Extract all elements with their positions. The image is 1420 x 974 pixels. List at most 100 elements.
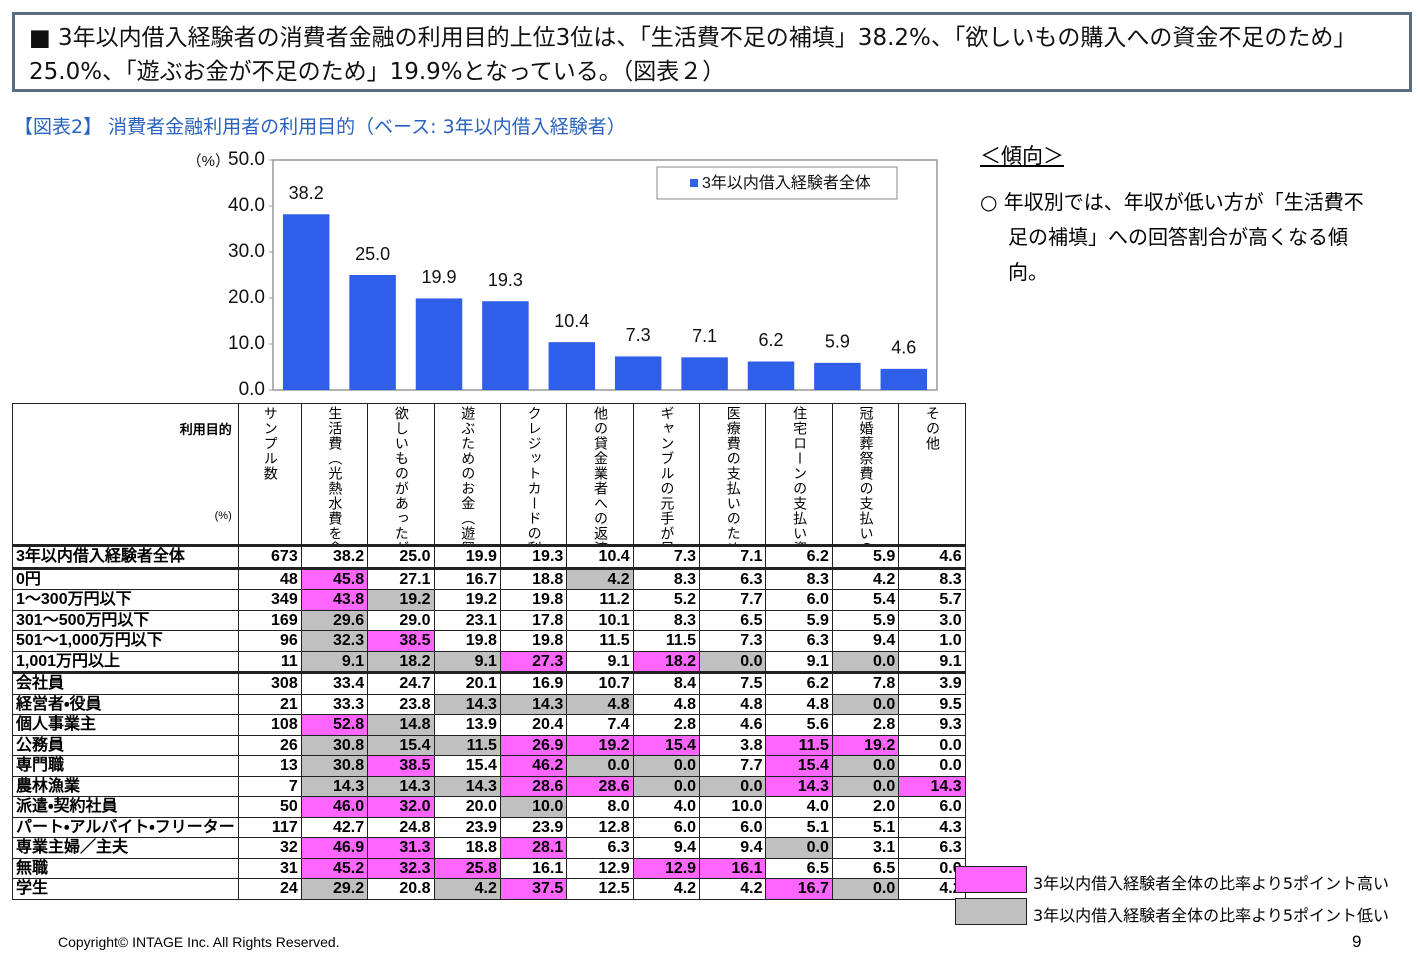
row-label: 経営者・役員 — [12, 693, 239, 715]
value-cell: 16.1 — [699, 857, 767, 879]
sample-size: 11 — [237, 650, 302, 673]
table-row: 農林漁業 7 14.3 14.3 14.3 28.6 28.6 0.0 0.0 14.3 0.0 14… — [12, 775, 966, 797]
sample-size: 50 — [237, 796, 302, 818]
value-cell: 19.8 — [499, 589, 568, 611]
value-cell: 37.5 — [499, 878, 568, 900]
row-label: 3年以内借入経験者全体 — [12, 544, 239, 569]
value-cell: 0.0 — [765, 837, 833, 859]
value-cell: 12.9 — [566, 857, 634, 879]
value-cell: 33.3 — [300, 693, 369, 715]
value-cell: 5.1 — [765, 816, 833, 838]
column-header-cell: 医療費の支払いのため — [699, 403, 767, 546]
legend-label: 3年以内借入経験者全体 — [702, 174, 871, 192]
value-cell: 32.3 — [367, 857, 435, 879]
value-cell: 46.2 — [499, 755, 568, 777]
bar — [747, 361, 795, 390]
table-row: パート・アルバイト・フリーター 117 42.7 24.8 23.9 23.9 12.8 6.… — [12, 816, 966, 838]
column-header: ギャンブルの元手が足りなかったため — [658, 406, 675, 546]
column-header-cell: 生活費（光熱水費を含む）不足を補うため — [300, 403, 369, 546]
value-label: 7.3 — [626, 325, 651, 345]
value-cell: 7.3 — [699, 630, 767, 652]
header-box: ■ 3年以内借入経験者の消費者金融の利用目的上位3位は、「生活費不足の補填」38… — [12, 12, 1412, 92]
value-cell: 14.3 — [433, 775, 501, 797]
value-cell: 6.3 — [898, 837, 966, 859]
table-row: 派遣・契約社員 50 46.0 32.0 20.0 10.0 8.0 4.0 10.0 4.0 2.… — [12, 796, 966, 818]
value-label: 6.2 — [758, 330, 783, 350]
column-header: 遊ぶためのお金（遊興費等）が足りなかったため — [458, 406, 476, 545]
value-cell: 14.3 — [765, 775, 833, 797]
value-cell: 42.7 — [300, 816, 369, 838]
y-tick-label: 50.0 — [228, 149, 265, 170]
value-cell: 11.5 — [632, 630, 701, 652]
table-row: 無職 31 45.2 32.3 25.8 16.1 12.9 12.9 16.1 6.5 6.5 0.… — [12, 857, 966, 879]
value-cell: 32.0 — [367, 796, 435, 818]
data-table: 利用目的 (%) サンプル数 生活費（光熱水費を含む）不足を補うため 欲しいものがあった… — [12, 403, 966, 900]
row-label: 会社員 — [12, 671, 239, 695]
value-cell: 24.7 — [367, 671, 435, 695]
value-cell: 23.8 — [367, 693, 435, 715]
value-cell: 16.7 — [765, 878, 833, 900]
value-cell: 8.4 — [632, 671, 701, 695]
value-cell: 19.8 — [433, 630, 501, 652]
value-cell: 16.7 — [433, 566, 501, 590]
column-header-cell: 冠婚葬祭費の支払いのため — [831, 403, 900, 546]
y-tick-label: 20.0 — [228, 287, 265, 308]
legend-swatch — [955, 898, 1027, 925]
value-cell: 6.5 — [831, 857, 900, 879]
bar — [415, 298, 463, 390]
table-row: 経営者・役員 21 33.3 23.8 14.3 14.3 4.8 4.8 4.8 4.8 0.0 9… — [12, 693, 966, 715]
table-row: 会社員 308 33.4 24.7 20.1 16.9 10.7 8.4 7.5 6.2 7.8 3.… — [12, 671, 966, 695]
value-cell: 18.8 — [433, 837, 501, 859]
value-cell: 0.0 — [831, 775, 900, 797]
value-cell: 10.7 — [566, 671, 634, 695]
value-cell: 5.7 — [898, 589, 966, 611]
row-label: 301～500万円以下 — [12, 609, 239, 631]
row-header: 利用目的 — [179, 422, 232, 437]
bar — [681, 357, 728, 390]
row-label: 派遣・契約社員 — [12, 796, 239, 818]
sample-size: 349 — [237, 589, 302, 611]
value-cell: 6.0 — [699, 816, 767, 838]
value-cell: 19.2 — [367, 589, 435, 611]
value-cell: 10.0 — [699, 796, 767, 818]
column-header-cell: 欲しいものがあったが手元のお金が足りなかったため — [367, 403, 435, 546]
column-header: 欲しいものがあったが手元のお金が足りなかったため — [392, 406, 410, 545]
row-label: 1～300万円以下 — [12, 589, 239, 611]
value-cell: 7.8 — [831, 671, 900, 695]
value-cell: 52.8 — [300, 714, 369, 736]
value-label: 38.2 — [289, 183, 324, 203]
row-label: 専業主婦／主夫 — [12, 837, 239, 859]
value-cell: 2.8 — [632, 714, 701, 736]
value-cell: 26.9 — [499, 734, 568, 756]
value-cell: 15.4 — [433, 755, 501, 777]
value-cell: 4.8 — [632, 693, 701, 715]
value-cell: 11.5 — [765, 734, 833, 756]
column-header-cell: 他の貸金業者への返済資金の不足を補うため — [566, 403, 634, 546]
value-cell: 6.0 — [632, 816, 701, 838]
value-cell: 4.6 — [898, 544, 966, 569]
value-cell: 38.2 — [300, 544, 369, 569]
y-tick-label: 0.0 — [239, 379, 265, 400]
value-cell: 19.2 — [831, 734, 900, 756]
value-cell: 28.6 — [499, 775, 568, 797]
value-cell: 6.0 — [765, 589, 833, 611]
value-cell: 9.4 — [632, 837, 701, 859]
y-tick-label: 40.0 — [228, 195, 265, 216]
value-cell: 9.1 — [300, 650, 369, 673]
value-cell: 4.2 — [699, 878, 767, 900]
value-cell: 7.3 — [632, 544, 701, 569]
value-cell: 4.2 — [433, 878, 501, 900]
bar — [548, 342, 596, 390]
sample-size: 673 — [237, 544, 302, 569]
sample-header-cell: サンプル数 — [237, 403, 302, 546]
value-label: 19.9 — [421, 267, 456, 287]
value-cell: 12.5 — [566, 878, 634, 900]
value-cell: 29.6 — [300, 609, 369, 631]
value-cell: 1.0 — [898, 630, 966, 652]
value-cell: 6.3 — [566, 837, 634, 859]
table-row: 個人事業主 108 52.8 14.8 13.9 20.4 7.4 2.8 4.6 5.6 2.8 9… — [12, 714, 966, 736]
value-cell: 18.8 — [499, 566, 568, 590]
value-cell: 30.8 — [300, 734, 369, 756]
value-cell: 45.8 — [300, 566, 369, 590]
value-cell: 0.0 — [898, 755, 966, 777]
